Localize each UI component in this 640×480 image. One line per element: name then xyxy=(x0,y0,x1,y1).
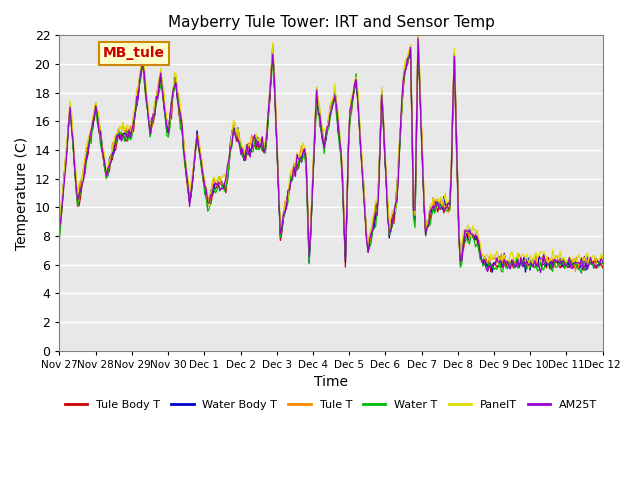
Tule Body T xyxy=(56,231,63,237)
Line: Tule Body T: Tule Body T xyxy=(60,37,603,272)
Tule Body T xyxy=(414,34,422,40)
Water T xyxy=(218,185,225,191)
Water T xyxy=(570,262,578,267)
Water Body T xyxy=(122,132,130,138)
Tule Body T xyxy=(487,269,495,275)
AM25T xyxy=(218,186,225,192)
Line: Water Body T: Water Body T xyxy=(60,39,603,272)
PanelT xyxy=(525,264,532,270)
Water Body T xyxy=(293,166,301,171)
X-axis label: Time: Time xyxy=(314,375,348,389)
Title: Mayberry Tule Tower: IRT and Sensor Temp: Mayberry Tule Tower: IRT and Sensor Temp xyxy=(168,15,495,30)
Water T xyxy=(578,270,586,276)
Water Body T xyxy=(218,178,225,184)
Tule T xyxy=(122,125,130,131)
AM25T xyxy=(572,260,579,266)
Tule T xyxy=(599,255,607,261)
Line: Tule T: Tule T xyxy=(60,33,603,271)
Line: PanelT: PanelT xyxy=(60,25,603,267)
Tule T xyxy=(56,228,63,234)
Tule T xyxy=(570,255,578,261)
Tule Body T xyxy=(236,139,243,145)
Y-axis label: Temperature (C): Temperature (C) xyxy=(15,136,29,250)
PanelT xyxy=(218,175,225,180)
Tule T xyxy=(572,268,579,274)
Water T xyxy=(122,129,130,134)
Water Body T xyxy=(488,269,496,275)
Tule Body T xyxy=(293,163,301,168)
Tule T xyxy=(414,30,422,36)
AM25T xyxy=(414,36,422,41)
PanelT xyxy=(599,255,607,261)
AM25T xyxy=(293,152,301,157)
Water T xyxy=(414,37,422,43)
Water T xyxy=(599,261,607,266)
Line: Water T: Water T xyxy=(60,40,603,273)
AM25T xyxy=(236,143,243,148)
Water Body T xyxy=(244,151,252,157)
Water Body T xyxy=(572,256,579,262)
Tule Body T xyxy=(218,182,225,188)
Legend: Tule Body T, Water Body T, Tule T, Water T, PanelT, AM25T: Tule Body T, Water Body T, Tule T, Water… xyxy=(61,396,602,415)
Tule T xyxy=(293,160,301,166)
Text: MB_tule: MB_tule xyxy=(103,47,165,60)
Water Body T xyxy=(56,229,63,235)
AM25T xyxy=(537,270,545,276)
Water Body T xyxy=(236,136,243,142)
Tule T xyxy=(236,139,243,145)
AM25T xyxy=(122,131,130,137)
Tule Body T xyxy=(599,265,607,271)
Water T xyxy=(244,150,252,156)
PanelT xyxy=(244,143,252,148)
Tule Body T xyxy=(122,138,130,144)
Tule T xyxy=(218,181,225,187)
Water T xyxy=(293,168,301,174)
PanelT xyxy=(236,136,243,142)
AM25T xyxy=(599,259,607,264)
Water T xyxy=(236,139,243,144)
AM25T xyxy=(244,150,252,156)
Water T xyxy=(56,236,63,241)
Water Body T xyxy=(414,36,422,42)
PanelT xyxy=(122,125,130,131)
AM25T xyxy=(56,225,63,231)
Tule T xyxy=(244,143,252,149)
Tule Body T xyxy=(244,141,252,146)
PanelT xyxy=(572,255,579,261)
Tule Body T xyxy=(572,261,579,267)
PanelT xyxy=(293,150,301,156)
PanelT xyxy=(56,224,63,229)
PanelT xyxy=(414,23,422,28)
Water Body T xyxy=(599,260,607,266)
Line: AM25T: AM25T xyxy=(60,38,603,273)
